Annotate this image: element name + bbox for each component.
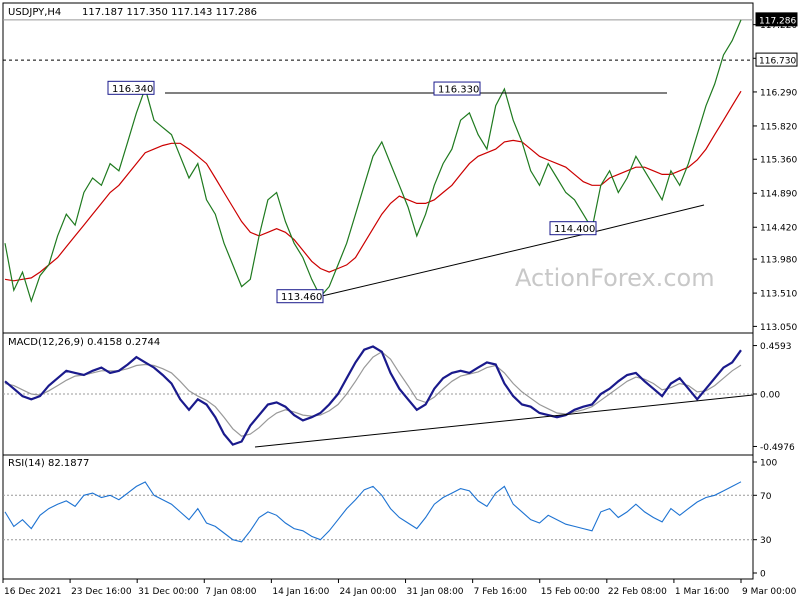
- price-tick-label: 113.980: [760, 256, 797, 266]
- x-tick-label: 23 Dec 16:00: [71, 587, 132, 597]
- x-tick-label: 31 Dec 00:00: [138, 587, 199, 597]
- macd-tick-label: 0.00: [760, 391, 780, 401]
- price-tick-label: 113.510: [760, 290, 797, 300]
- price-tick-label: 116.290: [760, 88, 797, 98]
- rsi-tick-label: 30: [760, 536, 772, 546]
- price-tick-label: 113.050: [760, 323, 797, 333]
- rsi-panel-title: RSI(14) 82.1877: [8, 458, 89, 469]
- price-line: [4, 19, 742, 304]
- rsi-line: [4, 481, 742, 543]
- rsi-panel-frame: [2, 454, 754, 580]
- annotation-box: [276, 289, 324, 304]
- x-tick-label: 7 Jan 08:00: [205, 587, 257, 597]
- annotation-label: 113.460: [281, 292, 322, 303]
- price-tick-label: 115.820: [760, 122, 797, 132]
- price-watermark: ActionForex.com: [515, 264, 715, 292]
- macd-line: [4, 345, 742, 446]
- x-tick-label: 16 Dec 2021: [4, 587, 62, 597]
- x-tick-label: 9 Mar 00:00: [742, 587, 797, 597]
- macd-tick-label: 0.4593: [760, 342, 792, 352]
- price-panel-frame: [2, 2, 754, 334]
- price-tick-label: 115.360: [760, 156, 797, 166]
- x-tick-label: 15 Feb 00:00: [541, 587, 600, 597]
- ohlc-header: 117.187 117.350 117.143 117.286: [82, 7, 257, 18]
- level-label: 116.730: [759, 57, 796, 67]
- moving-average-line: [4, 90, 742, 282]
- annotation-label: 114.400: [554, 224, 595, 235]
- macd-panel-title: MACD(12,26,9) 0.4158 0.2744: [8, 337, 160, 348]
- last-price-label: 117.286: [759, 16, 796, 26]
- rsi-tick-label: 0: [760, 570, 766, 580]
- x-tick-label: 14 Jan 16:00: [272, 587, 329, 597]
- last-price-box: [755, 12, 798, 27]
- macd-trendline: [254, 394, 754, 448]
- rsi-tick-label: 70: [760, 492, 772, 502]
- x-tick-label: 24 Jan 00:00: [339, 587, 396, 597]
- support-trendline-upper: [601, 204, 705, 231]
- rsi-tick-label: 100: [760, 459, 777, 469]
- price-tick-label: 114.890: [760, 190, 797, 200]
- macd-tick-label: -0.4976: [760, 443, 795, 453]
- x-tick-label: 31 Jan 08:00: [407, 587, 464, 597]
- annotation-label: 116.330: [438, 85, 479, 96]
- price-panel-title: USDJPY,H4: [8, 7, 61, 18]
- annotation-box: [549, 221, 597, 236]
- annotation-label: 116.340: [112, 84, 153, 95]
- support-trendline-lower: [321, 229, 603, 297]
- level-box: [755, 52, 798, 67]
- macd-signal-line: [4, 351, 742, 437]
- x-tick-label: 7 Feb 16:00: [474, 587, 528, 597]
- price-tick-label: 114.420: [760, 224, 797, 234]
- x-tick-label: 22 Feb 08:00: [608, 587, 667, 597]
- annotation-box: [433, 81, 481, 96]
- x-tick-label: 1 Mar 16:00: [675, 587, 730, 597]
- annotation-box: [107, 80, 155, 95]
